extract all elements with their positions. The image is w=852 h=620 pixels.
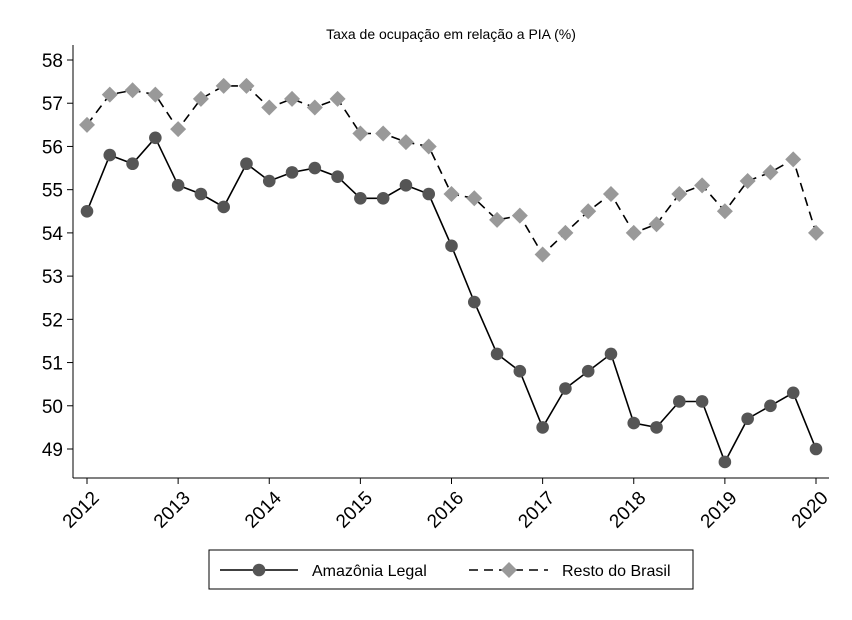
series-amazonia-legal [80,131,823,469]
x-tick-label: 2019 [697,488,742,533]
x-tick-label: 2017 [514,488,559,533]
y-tick-label: 55 [42,181,63,202]
data-point [534,246,551,263]
data-point [308,161,322,175]
data-point [331,170,344,183]
data-point [397,134,414,151]
data-point [580,203,597,220]
y-tick-label: 53 [42,267,63,288]
chart-title: Taxa de ocupação em relação a PIA (%) [326,26,576,42]
data-point [673,395,686,408]
data-point [694,177,711,194]
data-point [170,121,187,138]
data-point [809,442,823,456]
data-point [808,224,824,241]
legend-marker-resto [501,562,517,578]
data-point [101,86,118,103]
data-point [671,185,688,202]
data-point [786,386,800,400]
data-point [124,82,141,99]
x-axis-ticks: 2012 2013 2014 2015 2016 2017 2018 2019 2020 [59,478,833,532]
data-point [466,190,483,207]
data-point [739,173,756,190]
data-point [240,157,253,171]
data-point [511,207,528,224]
series-layer [79,77,824,469]
data-point [261,99,278,116]
data-point [79,116,95,133]
data-point [536,421,549,434]
data-point [149,131,162,145]
y-tick-label: 50 [42,397,63,418]
x-tick-label: 2014 [241,487,286,532]
plot-area [73,45,829,478]
legend-label-amazonia: Amazônia Legal [312,563,427,580]
data-point [147,86,164,103]
data-point [192,90,209,107]
y-tick-label: 57 [42,94,63,115]
x-tick-label: 2020 [788,488,833,533]
x-tick-label: 2018 [606,488,651,533]
data-point [602,185,619,202]
x-tick-label: 2013 [150,488,195,533]
x-tick-label: 2016 [423,488,468,533]
y-axis-ticks: 49 50 51 52 53 54 55 56 57 58 [42,51,73,461]
data-point [262,174,276,188]
data-point [422,187,436,201]
data-point [557,224,574,241]
data-point [354,192,367,205]
data-point [103,148,117,162]
y-tick-label: 56 [42,137,63,158]
x-tick-label: 2012 [59,488,104,533]
data-point [741,412,754,426]
legend-label-resto: Resto do Brasil [562,563,671,580]
data-point [625,224,642,241]
data-point [126,157,139,171]
data-point [762,164,779,181]
data-point [648,216,665,233]
data-point [627,416,641,430]
data-point [420,138,437,155]
series-resto-do-brasil [79,77,824,263]
legend-marker-amazonia [252,563,266,577]
data-point [513,364,527,378]
data-point [329,90,346,107]
y-tick-label: 52 [42,310,63,331]
data-point [443,185,460,202]
data-point [194,187,208,201]
data-point [764,399,777,413]
data-point [467,295,481,309]
data-point [375,125,392,142]
data-point [306,99,323,116]
data-point [376,192,390,205]
data-point [285,166,299,179]
data-point [716,203,733,220]
data-point [445,239,458,253]
data-point [695,395,709,408]
data-point [215,77,232,94]
y-tick-label: 58 [42,51,63,72]
y-tick-label: 54 [42,224,64,245]
axes [72,45,829,479]
data-point [80,204,94,218]
data-point [217,200,230,214]
data-point [559,382,572,395]
data-point [581,364,595,378]
y-tick-label: 49 [42,440,63,461]
y-tick-label: 51 [42,354,63,375]
data-point [490,347,504,361]
data-point [604,347,618,361]
data-point [718,455,732,469]
data-point [399,179,413,192]
data-point [284,90,301,107]
data-point [650,421,663,434]
data-point [352,125,369,142]
data-point [238,77,255,94]
data-point [171,179,185,192]
legend: Amazônia Legal Resto do Brasil [208,549,694,590]
data-point [785,151,802,168]
data-point [489,211,506,228]
x-tick-label: 2015 [332,488,377,533]
